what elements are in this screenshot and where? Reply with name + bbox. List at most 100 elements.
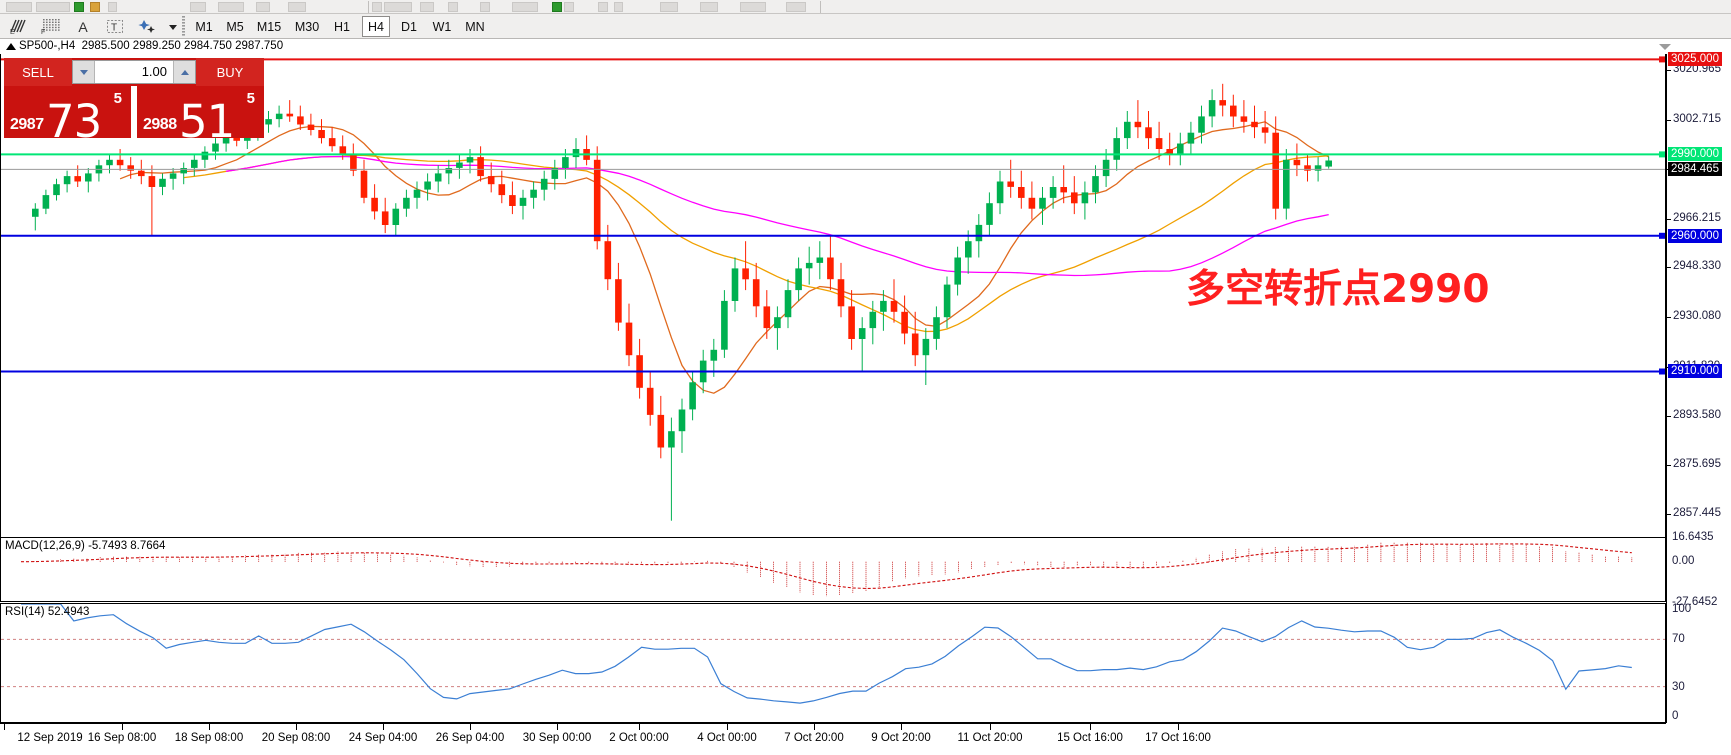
macd-scale-label: 16.6435 bbox=[1672, 531, 1714, 543]
toolbar-clipped-item[interactable] bbox=[598, 2, 608, 12]
toolbar-clipped-item[interactable] bbox=[740, 2, 766, 12]
time-tick bbox=[639, 724, 640, 730]
time-axis-label: 2 Oct 00:00 bbox=[609, 732, 669, 744]
toolbar-clipped-item[interactable] bbox=[74, 2, 84, 12]
time-axis-label: 9 Oct 20:00 bbox=[871, 732, 931, 744]
volume-input[interactable]: 1.00 bbox=[96, 61, 172, 83]
support-level-2-badge[interactable]: 2910.000 bbox=[1668, 364, 1722, 379]
toolbar-clipped-item[interactable] bbox=[786, 2, 806, 12]
collapse-triangle-icon[interactable] bbox=[6, 43, 16, 50]
timeframe-button-w1[interactable]: W1 bbox=[432, 20, 452, 34]
sell-quote-prefix: 2987 bbox=[10, 116, 44, 133]
toolbar-clipped-item[interactable] bbox=[384, 2, 412, 12]
level-handle[interactable] bbox=[1659, 368, 1665, 375]
current-price-badge[interactable]: 2984.465 bbox=[1668, 162, 1722, 177]
toolbar-clipped-item[interactable] bbox=[6, 2, 32, 12]
macd-title: MACD(12,26,9) -5.7493 8.7664 bbox=[5, 540, 166, 552]
buy-price-quote[interactable]: 2988 51 5 bbox=[137, 86, 264, 138]
toolbar-clipped-item[interactable] bbox=[564, 2, 574, 12]
svg-text:T: T bbox=[111, 23, 117, 34]
level-handle[interactable] bbox=[1659, 56, 1665, 63]
timeframe-button-mn[interactable]: MN bbox=[465, 20, 485, 34]
candle-body bbox=[954, 257, 961, 285]
indicators-icon[interactable]: E bbox=[8, 17, 30, 36]
time-axis-label: 26 Sep 04:00 bbox=[435, 732, 505, 744]
price-tick-label: 2893.580 bbox=[1673, 409, 1721, 422]
expert-advisor-icon[interactable]: F bbox=[40, 17, 62, 36]
candle-body bbox=[63, 176, 71, 185]
toolbar-clipped-item[interactable] bbox=[480, 2, 490, 12]
candle-body bbox=[933, 317, 940, 339]
rsi-title: RSI(14) 52.4943 bbox=[5, 606, 90, 618]
toolbar-clipped-item[interactable] bbox=[512, 2, 538, 12]
candle-body bbox=[42, 195, 50, 209]
buy-button[interactable]: BUY bbox=[196, 58, 264, 86]
toolbar-clipped-item[interactable] bbox=[288, 2, 306, 12]
toolbar-clipped-item[interactable] bbox=[372, 2, 382, 12]
toolbar-clipped-item[interactable] bbox=[420, 2, 434, 12]
chart-annotation-text[interactable]: 多空转折点2990 bbox=[1186, 267, 1490, 312]
text-tool-icon[interactable]: A bbox=[78, 18, 88, 35]
candle-body bbox=[880, 300, 887, 312]
timeframe-button-d1[interactable]: D1 bbox=[401, 20, 417, 34]
support-level-1-badge[interactable]: 2960.000 bbox=[1668, 228, 1722, 243]
toolbar-clipped-item[interactable] bbox=[36, 2, 70, 12]
candle-body bbox=[1018, 187, 1025, 198]
price-tick bbox=[1667, 416, 1671, 418]
time-axis-label: 20 Sep 08:00 bbox=[261, 732, 331, 744]
candle-body bbox=[392, 208, 400, 225]
candle-body bbox=[890, 300, 898, 312]
volume-stepper[interactable]: 1.00 bbox=[72, 60, 196, 84]
timeframe-button-m30[interactable]: M30 bbox=[294, 20, 320, 34]
time-tick bbox=[727, 724, 728, 730]
level-handle[interactable] bbox=[1659, 232, 1665, 239]
candle-body bbox=[445, 168, 453, 174]
svg-text:E: E bbox=[10, 29, 15, 35]
toolbar-clipped-item[interactable] bbox=[108, 2, 117, 12]
timeframe-button-m15[interactable]: M15 bbox=[256, 20, 282, 34]
resistance-level-badge[interactable]: 3025.000 bbox=[1668, 52, 1722, 67]
price-chart-pane[interactable] bbox=[0, 54, 1666, 537]
timeframe-button-h4[interactable]: H4 bbox=[362, 16, 390, 37]
candle-body bbox=[434, 173, 442, 182]
candle-body bbox=[1272, 132, 1279, 209]
chevron-down-icon[interactable] bbox=[1659, 44, 1671, 50]
rsi-indicator-pane[interactable]: RSI(14) 52.4943 bbox=[0, 603, 1666, 723]
toolbar-clipped-item[interactable] bbox=[614, 2, 623, 12]
toolbar-clipped-item[interactable] bbox=[700, 2, 718, 12]
timeframe-button-m1[interactable]: M1 bbox=[195, 20, 213, 34]
price-scale[interactable]: 3020.9653002.7152984.4652966.2152948.330… bbox=[1666, 52, 1731, 723]
toolbar-clipped-item[interactable] bbox=[448, 2, 458, 12]
price-tick bbox=[1667, 70, 1671, 72]
dropdown-caret-icon[interactable] bbox=[162, 17, 184, 36]
candle-body bbox=[1060, 187, 1067, 193]
time-axis[interactable]: 12 Sep 2019 16 Sep 08:00 18 Sep 08:00 20 Se… bbox=[0, 724, 1731, 755]
toolbar-clipped-item[interactable] bbox=[218, 2, 244, 12]
volume-increase-button[interactable] bbox=[173, 61, 195, 83]
timeframe-button-h1[interactable]: H1 bbox=[334, 20, 350, 34]
objects-list-icon[interactable] bbox=[136, 17, 158, 36]
volume-decrease-button[interactable] bbox=[73, 61, 95, 83]
candle-body bbox=[509, 195, 516, 206]
rsi-scale-label: 100 bbox=[1672, 603, 1692, 615]
candle-body bbox=[1314, 165, 1322, 171]
level-handle[interactable] bbox=[1659, 151, 1665, 158]
pivot-level-badge[interactable]: 2990.000 bbox=[1668, 147, 1722, 162]
candle-body bbox=[1145, 127, 1152, 139]
symbol-info-bar: SP500-,H4 2985.500 2989.250 2984.750 298… bbox=[0, 40, 1731, 54]
one-click-trading-panel[interactable]: SELL 1.00 BUY 2987 73 5 2988 51 5 bbox=[4, 58, 264, 138]
toolbar-clipped-item[interactable] bbox=[190, 2, 206, 12]
sell-price-quote[interactable]: 2987 73 5 bbox=[4, 86, 131, 138]
sell-button[interactable]: SELL bbox=[4, 58, 72, 86]
price-tick-label: 2948.330 bbox=[1673, 260, 1721, 273]
macd-indicator-pane[interactable]: MACD(12,26,9) -5.7493 8.7664 bbox=[0, 537, 1666, 602]
toolbar-clipped-item[interactable] bbox=[660, 2, 678, 12]
candle-body bbox=[519, 197, 527, 206]
toolbar-clipped-item[interactable] bbox=[256, 2, 270, 12]
toolbar-clipped-item[interactable] bbox=[90, 2, 100, 12]
candle-body bbox=[858, 328, 866, 339]
text-label-icon[interactable]: T bbox=[104, 17, 126, 36]
toolbar-clipped-item[interactable] bbox=[552, 2, 562, 12]
timeframe-button-m5[interactable]: M5 bbox=[226, 20, 244, 34]
toolbar-grip-handle[interactable] bbox=[182, 16, 186, 37]
